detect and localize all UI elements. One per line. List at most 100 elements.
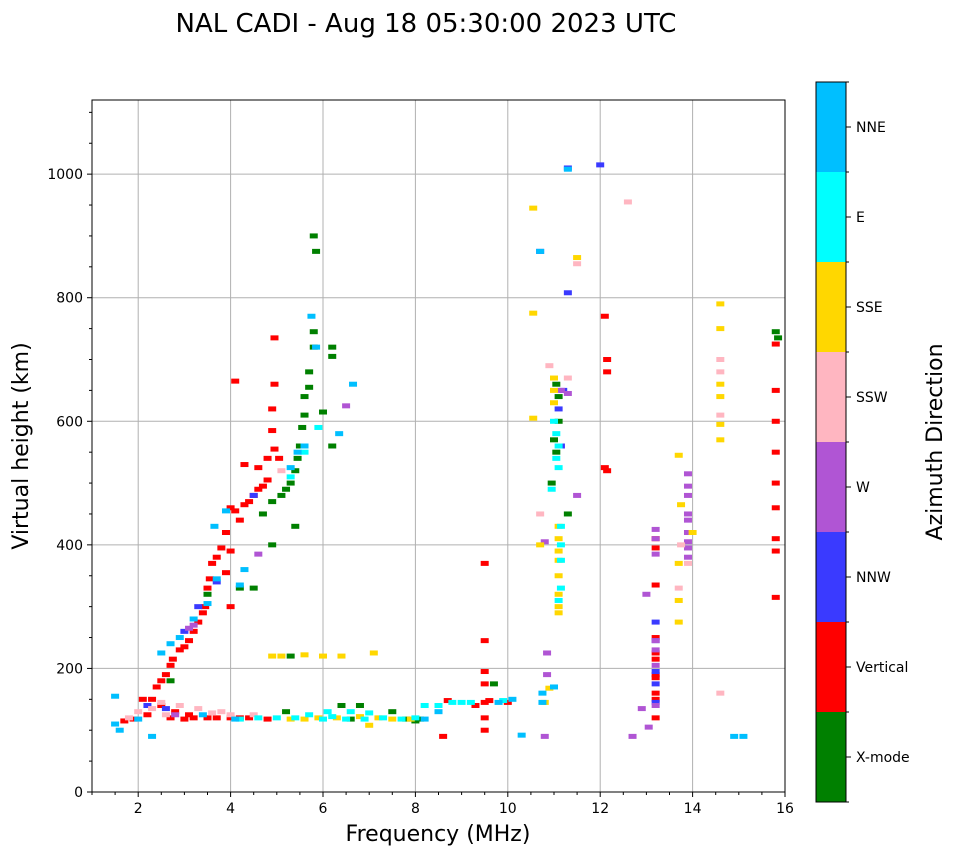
data-point-e: [300, 449, 309, 455]
data-point-vertical: [254, 465, 263, 471]
data-point-x-mode: [328, 443, 337, 449]
data-point-vertical: [180, 716, 189, 722]
data-point-w: [683, 545, 692, 551]
data-point-sse: [388, 716, 397, 722]
data-point-w: [651, 647, 660, 653]
data-point-vertical: [185, 638, 194, 644]
y-tick-label: 0: [74, 785, 83, 801]
data-point-vertical: [226, 715, 235, 721]
data-point-ssw: [157, 699, 166, 705]
data-point-vertical: [245, 715, 254, 721]
data-point-x-mode: [309, 329, 318, 335]
data-point-vertical: [480, 715, 489, 721]
data-point-vertical: [231, 508, 240, 514]
colorbar-label-ssw: SSW: [856, 390, 888, 406]
data-point-nnw: [596, 162, 605, 168]
colorbar-swatch-x-mode: [816, 712, 846, 802]
data-point-x-mode: [355, 703, 364, 708]
data-point-nne: [538, 699, 547, 705]
data-point-vertical: [148, 696, 157, 702]
data-point-vertical: [480, 699, 489, 705]
data-point-sse: [716, 381, 725, 387]
data-point-sse: [529, 415, 538, 421]
data-point-vertical: [180, 644, 189, 650]
data-point-vertical: [275, 455, 284, 461]
data-point-w: [189, 622, 198, 628]
data-point-vertical: [143, 712, 152, 718]
x-tick-label: 14: [684, 801, 702, 817]
data-point-sse: [716, 326, 725, 332]
data-point-x-mode: [305, 369, 314, 375]
data-point-w: [651, 703, 660, 708]
data-point-nnw: [651, 681, 660, 687]
data-point-sse: [268, 653, 277, 659]
data-point-sse: [337, 653, 346, 659]
data-marks: [111, 162, 783, 739]
data-point-vertical: [161, 672, 170, 678]
data-point-w: [651, 638, 660, 644]
data-point-x-mode: [547, 480, 556, 486]
data-point-x-mode: [305, 384, 314, 390]
data-point-nne: [134, 716, 143, 722]
data-point-w: [651, 526, 660, 532]
data-point-x-mode: [552, 381, 561, 387]
data-point-vertical: [268, 406, 277, 412]
data-point-nne: [550, 684, 558, 690]
colorbar-swatch-vertical: [816, 622, 846, 712]
data-point-nne: [221, 508, 230, 514]
data-point-nne: [198, 712, 207, 718]
data-point-nne: [231, 716, 240, 722]
data-point-e: [552, 431, 561, 437]
data-point-sse: [674, 597, 683, 603]
data-point-nnw: [651, 699, 660, 705]
y-tick-label: 400: [56, 538, 83, 554]
data-point-ssw: [217, 709, 226, 715]
data-point-x-mode: [295, 443, 304, 449]
data-point-nne: [111, 721, 120, 727]
data-point-x-mode: [282, 486, 291, 492]
data-point-x-mode: [282, 709, 291, 715]
data-point-e: [556, 557, 565, 563]
data-point-vertical: [651, 675, 660, 681]
data-point-vertical: [240, 462, 249, 468]
data-point-vertical: [198, 610, 207, 616]
data-point-vertical: [270, 381, 279, 387]
data-point-nne: [212, 576, 221, 582]
data-point-e: [554, 443, 563, 449]
data-point-vertical: [480, 669, 489, 675]
data-point-sse: [554, 604, 563, 610]
colorbar-swatch-nne: [816, 82, 846, 172]
data-point-vertical: [651, 635, 660, 641]
data-point-x-mode: [328, 353, 337, 359]
data-point-nne: [349, 381, 358, 387]
x-tick-label: 12: [591, 801, 609, 817]
data-point-sse: [529, 310, 538, 316]
data-point-sse: [365, 722, 374, 728]
data-point-e: [420, 703, 429, 708]
colorbar-label-x-mode: X-mode: [856, 750, 910, 766]
y-axis-ticks: 0 200 400 600 800 1000: [47, 111, 92, 801]
data-point-nne: [563, 166, 572, 172]
data-point-ssw: [716, 690, 725, 696]
data-point-e: [466, 699, 475, 705]
data-point-w: [651, 662, 660, 668]
data-point-ssw: [148, 706, 157, 712]
data-point-e: [286, 474, 295, 480]
data-point-nne: [210, 523, 219, 529]
data-point-nne: [148, 733, 157, 739]
data-point-vertical: [203, 715, 212, 721]
data-point-sse: [406, 716, 415, 722]
data-point-vertical: [270, 446, 279, 452]
data-point-vertical: [231, 378, 240, 384]
data-point-e: [379, 715, 388, 721]
data-point-sse: [286, 716, 295, 722]
data-point-w: [683, 483, 692, 489]
data-point-x-mode: [552, 449, 561, 455]
data-point-sse: [554, 610, 563, 616]
data-point-w: [563, 390, 572, 396]
data-point-nne: [536, 248, 545, 254]
data-point-nnw: [651, 619, 660, 625]
data-point-vertical: [194, 619, 203, 625]
data-point-nne: [730, 733, 739, 739]
data-point-x-mode: [286, 480, 295, 486]
